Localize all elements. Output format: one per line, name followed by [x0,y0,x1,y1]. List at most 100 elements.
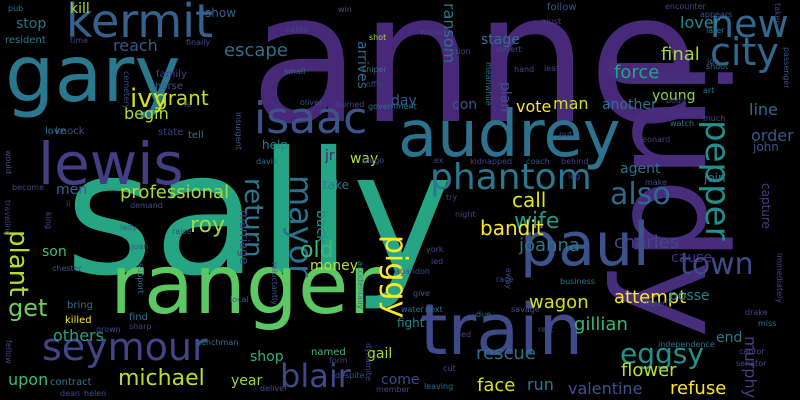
word-body: body [666,96,686,105]
word-get: get [8,294,48,322]
word-henchman: henchman [196,338,239,347]
word-action: action [446,47,471,56]
word-blair: blair [280,357,351,395]
word-seymour: seymour [42,325,208,369]
word-king: king [44,212,53,230]
word-dean: dean [60,389,80,398]
word-offer: offer [366,80,385,89]
word-isaac: isaac [254,93,368,144]
word-kermit: kermit [66,0,214,48]
word-ranger: ranger [110,238,383,333]
word-tell: tell [188,130,204,141]
word-win: win [338,5,352,14]
word-come: come [381,372,420,388]
word-despite: despite [335,371,365,380]
word-sniper: sniper [362,65,387,74]
word-savage: savage [511,305,540,314]
word-gary: gary [5,30,181,120]
word-reluctantly: reluctantly [270,262,279,305]
word-cut: cut [443,364,456,373]
word-posse: posse [669,288,710,304]
word-must: must [541,17,562,26]
word-dynamite: dynamite [364,343,373,381]
word-plant: plant [3,230,33,297]
word-shop: shop [250,349,284,365]
word-new: new [710,2,789,46]
word-others: others [53,326,104,345]
word-immediately: immediately [775,253,784,303]
word-another: another [602,97,657,113]
word-jr: jr [325,148,335,164]
word-back: back [313,210,329,244]
word-drake: drake [745,308,768,317]
word-appears: appears [700,10,733,19]
word-support: support [136,263,145,294]
word-local: local [230,295,249,304]
word-next: next [425,305,443,314]
word-sharp: sharp [129,322,152,331]
word-end: end [716,330,743,346]
word-diego: diego [362,156,385,165]
word-eggsy: eggsy [620,337,704,370]
word-stop: stop [16,16,47,32]
word-leaving: leaving [424,382,454,391]
word-led: led [431,257,444,266]
word-stage: stage [481,32,520,48]
word-captor: captor [739,347,765,356]
word-wife: wife [514,209,560,234]
word-taken: taken [773,3,782,26]
word-york: york [426,245,444,254]
word-phantom: phantom [430,157,592,198]
word-away: away [504,268,513,290]
word-money: money [310,258,358,274]
word-kill: kill [70,1,90,17]
word-would: would [4,150,13,174]
word-cause: cause [671,250,713,266]
word-form: form [329,356,348,365]
word-follow: follow [547,2,577,13]
word-love: love [45,126,66,137]
word-line: line [749,100,778,119]
word-son: son [42,244,67,260]
word-order: order [751,126,794,145]
word-grant: grant [155,86,209,110]
word-paul: paul [520,210,650,280]
word-reach: reach [113,36,158,55]
word-take: take [323,178,349,192]
word-la: la [184,100,192,109]
word-leg: leg [568,172,581,181]
word-make: make [645,178,667,187]
word-member: member [376,385,410,394]
word-leonard: leonard [640,135,671,144]
word-coach: coach [526,157,550,166]
word-family: family [156,69,187,80]
word-traveling: traveling [3,200,12,236]
word-audrey: audrey [398,98,621,172]
word-refuse: refuse [670,378,727,399]
word-shoot: shoot [706,62,729,71]
word-old: old [300,238,334,263]
word-vote: vote [516,97,552,116]
word-much: much [703,114,726,123]
word-desert: desert [496,45,522,54]
word-town: town [680,247,754,282]
word-force: force [614,62,660,83]
word-finally: finally [186,38,211,47]
word-oliver: oliver [300,98,323,107]
word-fight: fight [397,316,425,330]
word-art: art [703,86,715,95]
word-capture: capture [759,183,773,229]
word-camp: camp [286,25,309,34]
word-lewis: lewis [38,130,184,198]
word-valentine: valentine [568,379,643,398]
word-juan: juan [131,242,149,251]
word-meanwhile: meanwhile [484,62,493,106]
word-ex: ex [434,156,444,165]
word-deliver: deliver [260,384,288,393]
word-flower: flower [621,360,677,381]
word-time: time [70,36,89,45]
word-rescue: rescue [476,343,536,364]
word-kidnapped: kidnapped [470,157,513,166]
word-senator: senator [736,359,767,368]
word-anne: anne [250,0,700,164]
